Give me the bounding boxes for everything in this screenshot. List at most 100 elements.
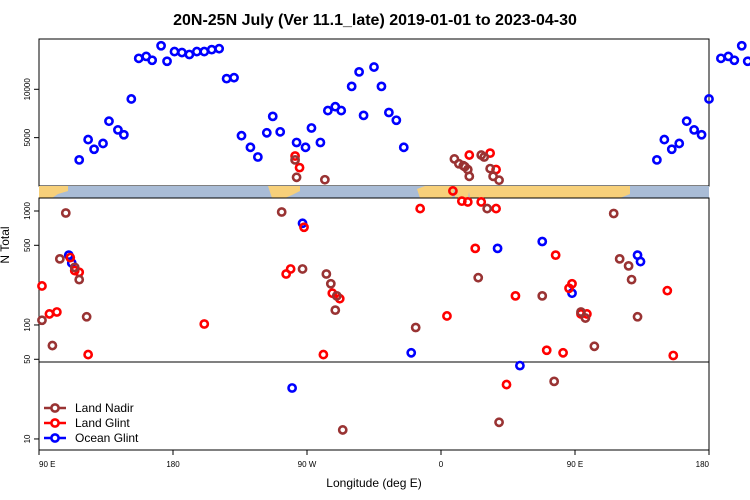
x-tick-label: 180 <box>696 460 710 469</box>
land-nadir-point <box>632 311 643 322</box>
ocean-glint-point <box>98 138 108 149</box>
land-nadir-point <box>614 253 625 264</box>
x-tick-label: 90 E <box>39 460 55 469</box>
land-nadir-point <box>331 290 342 301</box>
y-tick-label: 1000 <box>23 202 32 220</box>
ocean-glint-point <box>681 116 692 127</box>
ocean-glint-point <box>674 138 685 149</box>
land-glint-point <box>510 290 521 301</box>
ocean-glint-point <box>515 360 525 371</box>
land-nadir-point <box>589 341 600 352</box>
ocean-glint-point <box>651 154 662 165</box>
y-tick-label: 500 <box>23 238 32 252</box>
land-nadir-point <box>337 425 348 435</box>
ocean-glint-point <box>162 56 172 67</box>
world-map-strip <box>39 186 709 198</box>
land-glint-point <box>491 203 501 214</box>
ocean-glint-point <box>261 127 272 138</box>
legend-marker-land-nadir <box>50 403 60 413</box>
land-nadir-point <box>319 174 330 185</box>
land-glint-point <box>44 309 55 319</box>
ocean-glint-point <box>306 123 317 133</box>
ocean-glint-point <box>354 66 365 77</box>
land-nadir-point <box>549 376 560 387</box>
land-nadir-point <box>69 262 80 273</box>
x-axis-ticks: 90 E 180 90 W 0 90 E 180 <box>38 450 710 469</box>
y-tick-label: 5000 <box>23 128 32 146</box>
ocean-glint-point <box>287 383 298 393</box>
ocean-glint-point <box>191 46 202 57</box>
land-glint-point <box>83 349 94 360</box>
land-glint-point <box>442 311 452 321</box>
ocean-glint-point <box>236 130 247 141</box>
land-nadir-point <box>54 253 65 264</box>
land-nadir-point <box>464 171 475 182</box>
land-nadir-point <box>626 274 637 285</box>
x-tick-label: 0 <box>439 460 444 469</box>
ocean-glint-point <box>398 142 409 153</box>
land-glint-point <box>462 197 473 207</box>
ocean-glint-point <box>245 142 256 153</box>
land-nadir-point <box>494 175 504 186</box>
land-glint-point <box>662 285 673 296</box>
ocean-glint-point <box>315 137 326 148</box>
land-glint-point <box>567 278 577 289</box>
land-glint-point <box>464 150 475 160</box>
land-shape-asia-right <box>485 186 630 198</box>
land-nadir-point <box>325 278 336 289</box>
legend-label-land-nadir: Land Nadir <box>75 401 134 415</box>
land-nadir-point <box>276 207 287 217</box>
ocean-glint-point <box>406 347 417 358</box>
legend-label-land-glint: Land Glint <box>75 416 130 430</box>
ocean-glint-point <box>376 81 387 92</box>
ocean-glint-point <box>666 144 677 155</box>
legend-marker-ocean-glint <box>50 433 60 443</box>
land-shape-india <box>468 186 485 198</box>
land-nadir-point <box>576 307 586 317</box>
land-glint-point <box>37 281 47 291</box>
ocean-glint-point <box>716 53 726 64</box>
x-tick-label: 90 W <box>298 460 317 469</box>
land-shape-africa <box>417 186 455 198</box>
ocean-glint-point <box>156 40 166 51</box>
land-glint-point <box>294 162 305 173</box>
land-nadir-point <box>291 172 302 183</box>
x-axis-label: Longitude (deg E) <box>326 476 421 490</box>
ocean-glint-point <box>689 125 700 135</box>
land-nadir-point <box>81 311 92 322</box>
ocean-glint-point <box>336 105 347 116</box>
lower-panel-frame <box>38 197 710 451</box>
land-glint-point <box>550 250 561 261</box>
land-nadir-point <box>47 340 58 351</box>
land-glint-point <box>541 345 552 356</box>
y-tick-label: 50 <box>23 354 32 363</box>
ocean-glint-point <box>346 81 357 92</box>
land-nadir-point <box>37 315 47 326</box>
land-nadir-point <box>623 260 634 271</box>
land-nadir-point <box>321 269 332 279</box>
legend-marker-land-glint <box>50 418 60 428</box>
ocean-glint-point <box>704 94 714 104</box>
ocean-glint-point <box>291 137 302 148</box>
ocean-glint-point <box>383 107 394 118</box>
land-glint-point <box>65 252 76 263</box>
ocean-glint-point <box>742 56 750 67</box>
ocean-glint-point <box>252 152 263 162</box>
land-glint-point <box>448 186 458 196</box>
ocean-glint-point <box>322 105 333 116</box>
ocean-glint-point <box>104 116 114 127</box>
land-nadir-point <box>479 152 490 162</box>
ocean-glint-point <box>736 40 747 51</box>
ocean-glint-point <box>635 256 646 267</box>
ocean-glint-point <box>118 129 129 140</box>
land-glint-point <box>558 347 568 358</box>
land-glint-point <box>285 264 296 274</box>
y-axis-ticks: 5000 10000 10 50 100 500 1000 <box>23 78 39 443</box>
ocean-glint-point <box>206 44 217 55</box>
x-tick-label: 180 <box>166 460 180 469</box>
ocean-glint-point <box>133 53 144 64</box>
y-tick-label: 100 <box>23 318 32 332</box>
land-nadir-point <box>290 154 300 165</box>
ocean-glint-point <box>369 62 379 72</box>
